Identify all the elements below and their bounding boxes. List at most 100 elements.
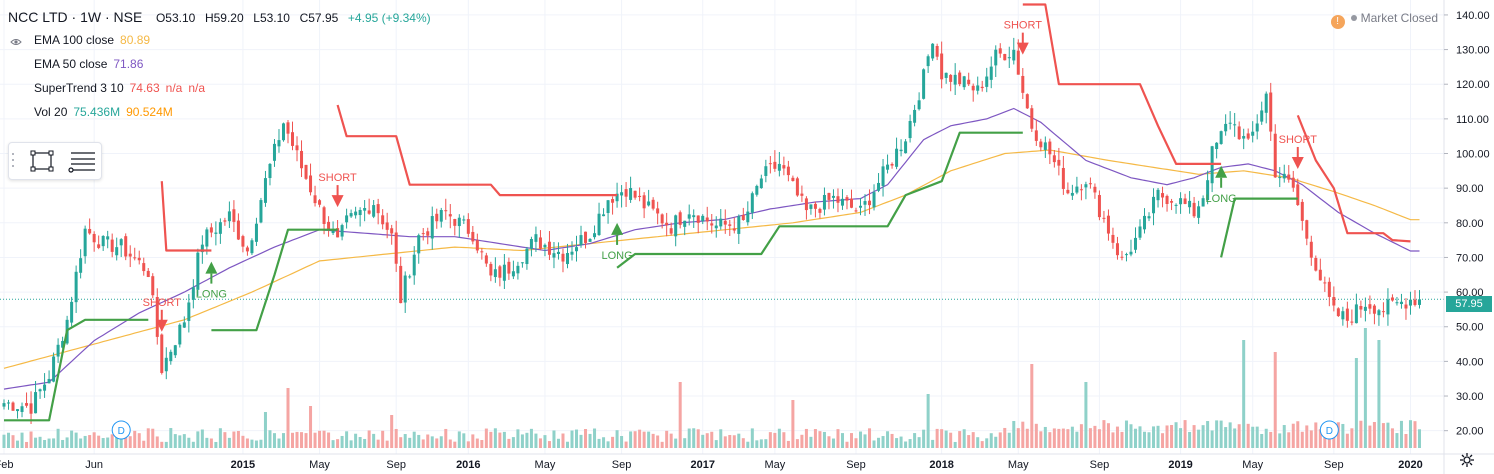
- candle-body: [822, 194, 826, 210]
- volume-bar: [1170, 425, 1174, 448]
- candle-body: [1057, 159, 1061, 166]
- volume-bar: [471, 434, 475, 448]
- time-axis[interactable]: Feb Jun 2015 May Sep 2016 May Sep 2017 May Sep 2018…: [0, 453, 1494, 471]
- volume-bar: [949, 432, 953, 448]
- candle-body: [475, 240, 479, 251]
- candle-body: [11, 402, 15, 411]
- candle-body: [381, 215, 385, 225]
- fib-tool-icon[interactable]: [68, 152, 95, 173]
- volume-bar: [200, 429, 204, 448]
- candle-body: [1021, 75, 1025, 93]
- volume-bar: [1102, 420, 1106, 448]
- candle-body: [633, 190, 637, 198]
- candle-body: [962, 76, 966, 88]
- candle-body: [1408, 299, 1412, 306]
- volume-bar: [994, 436, 998, 448]
- volume-bar: [827, 436, 831, 448]
- candle-body: [29, 403, 33, 414]
- rectangle-tool-icon[interactable]: [30, 150, 54, 172]
- volume-bar: [493, 428, 497, 448]
- volume-bar: [1188, 431, 1192, 448]
- volume-bar: [151, 428, 155, 448]
- eye-icon[interactable]: [10, 37, 22, 47]
- warning-icon[interactable]: !: [1330, 15, 1345, 29]
- volume-bar: [457, 431, 461, 448]
- time-tick-label: 2020: [1398, 459, 1422, 471]
- candle-body: [773, 161, 777, 169]
- volume-bar: [674, 438, 678, 448]
- candle-body: [7, 402, 11, 404]
- legend-supertrend[interactable]: SuperTrend 3 10 74.63 n/a n/a: [34, 81, 211, 95]
- volume-bar: [20, 432, 24, 448]
- price-tick-label: 40.00: [1456, 356, 1484, 368]
- candle-body: [74, 271, 78, 303]
- candle-body: [899, 149, 903, 152]
- volume-bar: [480, 440, 484, 448]
- volume-bar: [1417, 429, 1421, 448]
- settings-icon[interactable]: [1459, 452, 1475, 468]
- volume-bar: [268, 430, 272, 448]
- candle-body: [719, 218, 723, 227]
- candle-body: [191, 287, 195, 300]
- volume-bar: [962, 429, 966, 448]
- volume-bar: [575, 429, 579, 448]
- symbol-title[interactable]: NCC LTD · 1W · NSE: [8, 9, 143, 25]
- candle-body: [61, 341, 65, 348]
- legend-ema50[interactable]: EMA 50 close 71.86: [34, 57, 149, 71]
- candle-body: [1061, 167, 1065, 189]
- candle-body: [588, 239, 592, 242]
- volume-bar: [899, 436, 903, 448]
- candle-body: [1043, 142, 1047, 150]
- volume-bar: [520, 434, 524, 448]
- volume-bar: [1413, 421, 1417, 448]
- price-axis[interactable]: 20.0030.0040.0050.0060.0070.0080.0090.00…: [1443, 0, 1490, 474]
- volume-bar: [209, 438, 213, 448]
- volume-bar: [629, 431, 633, 448]
- dividend-marker-icon: [111, 420, 131, 440]
- volume-bar: [1237, 424, 1241, 448]
- candle-body: [25, 403, 29, 406]
- candle-body: [354, 211, 358, 216]
- candle-body: [182, 322, 186, 328]
- volume-bar: [985, 438, 989, 448]
- candle-body: [593, 233, 597, 238]
- volume-bar: [786, 440, 790, 448]
- candle-body: [142, 263, 146, 272]
- volume-bar: [1129, 424, 1133, 448]
- candle-body: [209, 227, 213, 233]
- candle-body: [151, 276, 155, 296]
- candle-body: [268, 163, 272, 179]
- candle-body: [1170, 201, 1174, 203]
- volume-bar: [1048, 432, 1052, 448]
- volume-bar: [976, 437, 980, 448]
- volume-bar: [291, 432, 295, 448]
- volume-bar: [597, 438, 601, 448]
- price-tick-label: 130.00: [1456, 45, 1490, 57]
- volume-bar: [620, 436, 624, 448]
- candle-body: [868, 200, 872, 206]
- volume-bar: [1124, 420, 1128, 448]
- candle-body: [403, 275, 407, 303]
- volume-bar: [155, 436, 159, 448]
- time-tick-label: Sep: [612, 459, 632, 471]
- market-status-text: Market Closed: [1360, 11, 1438, 25]
- drawing-toolbox[interactable]: [8, 142, 102, 180]
- candle-body: [940, 53, 944, 80]
- legend-ema100[interactable]: EMA 100 close 80.89: [34, 33, 156, 47]
- volume-bar: [250, 439, 254, 448]
- volume-bar: [1395, 433, 1399, 448]
- candle-body: [164, 357, 168, 372]
- candle-body: [1368, 304, 1372, 309]
- volume-bar: [444, 428, 448, 448]
- volume-bar: [1242, 340, 1246, 448]
- candle-body: [565, 253, 569, 265]
- volume-bar: [647, 431, 651, 448]
- volume-bar: [11, 435, 15, 448]
- volume-bar: [1147, 432, 1151, 448]
- legend-volume[interactable]: Vol 20 75.436M 90.524M: [34, 105, 179, 119]
- volume-bar: [178, 435, 182, 448]
- volume-bar: [665, 430, 669, 448]
- volume-bar: [115, 432, 119, 448]
- candle-body: [1395, 302, 1399, 304]
